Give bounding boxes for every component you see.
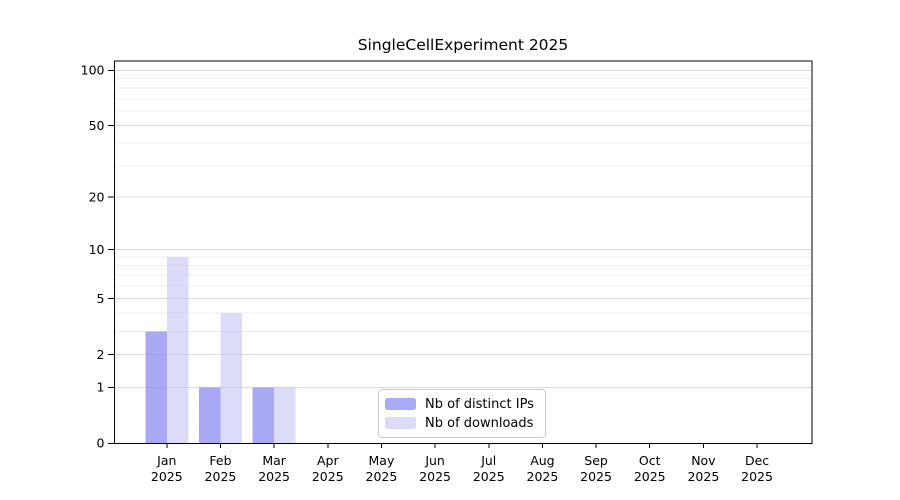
bar-downloads-jan-2025 [166, 257, 189, 444]
y-tick-label-2: 2 [97, 347, 105, 362]
y-tick-label-50: 50 [89, 118, 105, 133]
y-tick-label-10: 10 [89, 242, 105, 257]
x-tick-label-jan-year: 2025 [151, 469, 183, 484]
bar-downloads-feb-2025 [220, 313, 242, 444]
y-tick-label-100: 100 [81, 63, 105, 78]
x-tick-label-jul-year: 2025 [473, 469, 505, 484]
bar-downloads-mar-2025 [274, 387, 296, 444]
bar-distinct-ips-feb-2025 [198, 387, 221, 444]
bar-distinct-ips-mar-2025 [252, 387, 275, 444]
x-tick-label-dec-year: 2025 [741, 469, 773, 484]
x-tick-label-aug-year: 2025 [527, 469, 559, 484]
y-tick-label-20: 20 [89, 190, 105, 205]
bar-distinct-ips-jan-2025 [145, 331, 167, 444]
x-tick-label-feb-year: 2025 [205, 469, 237, 484]
legend-swatch-downloads-icon [385, 417, 416, 429]
chart-title: SingleCellExperiment 2025 [357, 36, 569, 54]
x-tick-label-dec: Dec [745, 453, 769, 468]
x-tick-label-sep-year: 2025 [580, 469, 612, 484]
legend-swatch-distinct-ips-icon [385, 398, 416, 410]
x-tick-label-oct: Oct [639, 453, 661, 468]
x-tick-label-may-year: 2025 [366, 469, 398, 484]
x-tick-label-aug: Aug [530, 453, 554, 468]
legend-label-distinct-ips: Nb of distinct IPs [425, 396, 534, 412]
x-tick-label-may: May [369, 453, 395, 468]
legend-item-distinct-ips: Nb of distinct IPs [385, 397, 545, 412]
legend: Nb of distinct IPs Nb of downloads [378, 389, 546, 438]
plot-border [114, 60, 813, 444]
x-tick-label-oct-year: 2025 [634, 469, 666, 484]
x-tick-label-jun-year: 2025 [419, 469, 451, 484]
x-tick-label-feb: Feb [209, 453, 231, 468]
x-tick-label-sep: Sep [584, 453, 608, 468]
y-tick-label-0: 0 [97, 436, 105, 451]
x-tick-label-nov-year: 2025 [687, 469, 719, 484]
x-tick-label-nov: Nov [691, 453, 716, 468]
legend-label-downloads: Nb of downloads [425, 415, 534, 431]
x-tick-label-jan: Jan [156, 453, 176, 468]
y-tick-label-1: 1 [97, 380, 105, 395]
x-tick-label-mar-year: 2025 [258, 469, 290, 484]
y-tick-label-5: 5 [97, 291, 105, 306]
x-tick-label-jul: Jul [480, 453, 496, 468]
x-tick-label-mar: Mar [262, 453, 286, 468]
x-tick-label-jun: Jun [424, 453, 445, 468]
legend-item-downloads: Nb of downloads [385, 416, 545, 431]
x-tick-label-apr-year: 2025 [312, 469, 344, 484]
x-tick-label-apr: Apr [317, 453, 339, 468]
